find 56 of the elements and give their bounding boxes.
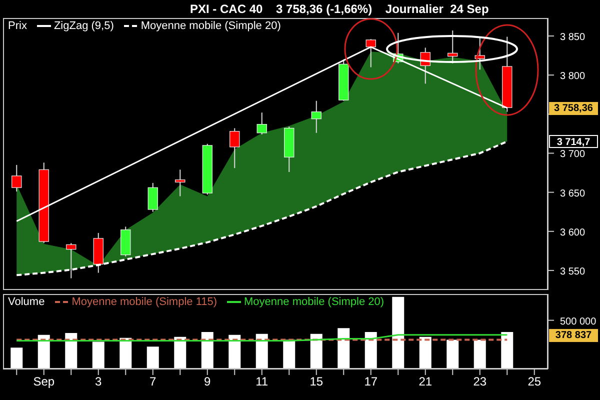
bar xyxy=(338,328,350,369)
x-tick-label: 23 xyxy=(473,374,487,389)
y-tick-label: 3 850 xyxy=(560,32,586,43)
text: 3 714,7 xyxy=(549,135,598,148)
legend-label: Moyenne mobile (Simple 20) xyxy=(244,296,384,308)
candlestick xyxy=(366,38,376,68)
bar xyxy=(446,340,459,369)
candlestick xyxy=(175,169,186,197)
y-tick-label: 3 650 xyxy=(560,188,586,200)
legend-title: Prix xyxy=(8,20,27,32)
bar xyxy=(392,296,404,369)
bar xyxy=(310,334,322,369)
bar xyxy=(174,336,186,369)
bar xyxy=(201,332,214,369)
y-tick-label: 3 600 xyxy=(560,227,586,238)
bar xyxy=(419,336,432,369)
line-series xyxy=(16,140,508,276)
candlestick xyxy=(311,100,322,134)
bar xyxy=(364,332,377,369)
candlestick xyxy=(448,30,458,64)
x-tick-label: 25 xyxy=(528,374,542,389)
y-tick-label: 3 550 xyxy=(560,266,586,278)
bar xyxy=(92,342,104,369)
bar xyxy=(10,348,23,369)
bar xyxy=(474,340,486,369)
x-tick-label: 11 xyxy=(256,374,268,389)
y-tick-label: 3 700 xyxy=(560,149,586,160)
candlestick xyxy=(230,128,240,169)
candlestick xyxy=(66,242,76,279)
y-tick-label: 500 000 xyxy=(560,316,597,328)
x-tick-label: 15 xyxy=(310,374,324,389)
candlestick xyxy=(474,36,485,70)
candlestick xyxy=(12,164,22,192)
legend-label: Moyenne mobile (Simple 20) xyxy=(140,20,281,32)
x-tick-label: Sep xyxy=(33,374,55,389)
x-tick-label: 21 xyxy=(418,374,432,389)
chart-title: PXI - CAC 40 3 758,36 (-1,66%) Journalier 24 Sep xyxy=(190,2,489,16)
bar xyxy=(256,334,268,369)
text: 378 837 xyxy=(549,328,598,342)
text: 3 758,36 xyxy=(549,102,598,115)
candlestick xyxy=(256,112,267,135)
bar xyxy=(501,332,514,369)
bar xyxy=(38,334,50,369)
x-tick-label: 3 xyxy=(95,374,102,389)
x-tick-label: 17 xyxy=(364,374,378,389)
bar xyxy=(228,334,241,369)
x-tick-label: 7 xyxy=(150,374,157,389)
x-tick-label: 9 xyxy=(204,374,212,389)
legend-label: ZigZag (9,5) xyxy=(54,20,114,32)
y-tick-label: 3 800 xyxy=(560,71,586,82)
bar xyxy=(65,332,78,369)
legend-title: Volume xyxy=(8,296,45,308)
bar xyxy=(283,340,296,369)
legend-label: Moyenne mobile (Simple 115) xyxy=(72,296,218,308)
candlestick xyxy=(148,182,158,212)
bar xyxy=(146,346,159,369)
